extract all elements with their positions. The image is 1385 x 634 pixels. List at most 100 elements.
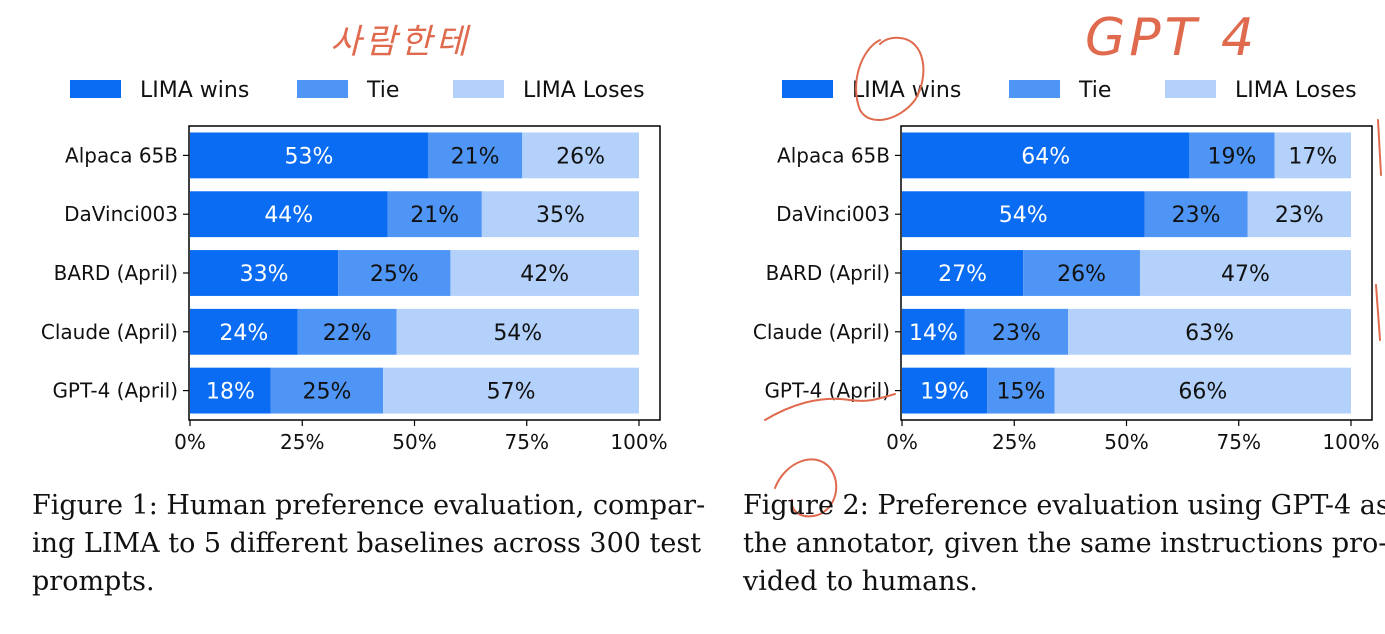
legend-swatch-loses (453, 80, 504, 98)
korean-handwritten-note: 사람한테 (330, 22, 472, 62)
legend-label-tie: Tie (1078, 78, 1111, 103)
x-tick-label: 50% (392, 430, 436, 454)
caption-line: Figure 2: Preference evaluation using GP… (743, 490, 1385, 521)
bar-tie (427, 132, 523, 179)
bar-loses (1247, 191, 1351, 238)
bar-wins (190, 191, 388, 238)
y-tick-label: GPT-4 (April) (52, 379, 178, 403)
x-tick-label: 0% (886, 430, 918, 454)
bar-wins (902, 308, 965, 355)
bar-wins (190, 250, 339, 296)
annotation-circle-figure2 (774, 458, 838, 518)
data-label-wins: 53% (285, 144, 334, 169)
y-tick-label: BARD (April) (766, 261, 890, 285)
x-tick-label: 75% (505, 430, 549, 454)
data-label-tie: 15% (997, 380, 1046, 405)
data-label-loses: 26% (556, 144, 605, 169)
bar-wins (190, 308, 298, 355)
x-tick-label: 50% (1104, 430, 1148, 454)
chart-gpt4-preference: LIMA wins Tie LIMA Loses 64% 19% 17% Alpaca 65… (753, 78, 1380, 454)
x-tick-label: 25% (280, 430, 324, 454)
data-label-wins: 18% (206, 380, 255, 405)
y-tick-label: Claude (April) (41, 320, 178, 344)
bar-tie (987, 367, 1055, 414)
bar-tie (387, 191, 482, 238)
y-tick-label: Alpaca 65B (777, 143, 890, 167)
legend-label-wins: LIMA wins (852, 78, 961, 103)
bar-tie (1189, 132, 1275, 179)
y-tick-label: DaVinci003 (776, 202, 890, 226)
data-label-loses: 54% (493, 321, 542, 346)
legend-swatch-wins (782, 80, 833, 98)
data-label-loses: 23% (1275, 203, 1324, 228)
x-tick-label: 100% (1322, 430, 1379, 454)
bar-loses (396, 308, 639, 355)
data-label-wins: 54% (999, 203, 1048, 228)
y-tick-label: DaVinci003 (64, 202, 178, 226)
data-label-wins: 64% (1021, 144, 1070, 169)
x-tick-label: 25% (992, 430, 1036, 454)
caption-line: ing LIMA to 5 different baselines across… (32, 528, 702, 559)
bar-loses (1054, 367, 1351, 414)
data-label-wins: 27% (938, 262, 987, 287)
data-label-tie: 25% (370, 262, 419, 287)
data-label-loses: 63% (1185, 321, 1234, 346)
data-label-loses: 57% (487, 380, 536, 405)
bar-loses (383, 367, 639, 414)
bar-tie (964, 308, 1069, 355)
legend-swatch-wins (70, 80, 121, 98)
y-tick-label: Claude (April) (753, 320, 890, 344)
caption-line: the annotator, given the same instructio… (743, 528, 1385, 559)
data-label-tie: 26% (1057, 262, 1106, 287)
data-label-tie: 19% (1208, 144, 1257, 169)
data-label-tie: 23% (992, 321, 1041, 346)
x-tick-label: 75% (1217, 430, 1261, 454)
bar-loses (522, 132, 639, 179)
data-label-tie: 21% (451, 144, 500, 169)
bar-wins (902, 250, 1024, 296)
data-label-loses: 17% (1288, 144, 1337, 169)
bar-tie (297, 308, 397, 355)
legend-swatch-tie (297, 80, 348, 98)
data-label-tie: 21% (410, 203, 459, 228)
data-label-wins: 14% (909, 321, 958, 346)
data-label-tie: 25% (302, 380, 351, 405)
bar-wins (902, 191, 1145, 238)
data-label-tie: 23% (1172, 203, 1221, 228)
caption-line: vided to humans. (743, 566, 979, 597)
data-label-tie: 22% (323, 321, 372, 346)
data-label-loses: 66% (1178, 380, 1227, 405)
x-tick-label: 0% (174, 430, 206, 454)
bar-wins (190, 367, 271, 414)
x-tick-label: 100% (610, 430, 667, 454)
bar-wins (902, 132, 1190, 179)
figure-1-caption: Figure 1: Human preference evaluation, c… (32, 487, 705, 601)
y-tick-label: BARD (April) (54, 261, 178, 285)
data-label-loses: 42% (520, 262, 569, 287)
data-label-wins: 19% (920, 380, 969, 405)
gpt4-handwritten-note: GPT 4 (1085, 8, 1259, 68)
annotation-mark-edge (1375, 119, 1382, 341)
bar-loses (450, 250, 639, 296)
annotation-underline-gpt4 (764, 393, 896, 421)
bar-tie (270, 367, 384, 414)
bar-loses (1139, 250, 1351, 296)
caption-line: Figure 1: Human preference evaluation, c… (32, 490, 706, 521)
y-tick-label: Alpaca 65B (65, 143, 178, 167)
bar-loses (1274, 132, 1351, 179)
data-label-wins: 24% (219, 321, 268, 346)
data-label-loses: 35% (536, 203, 585, 228)
bar-tie (1144, 191, 1248, 238)
figure-2-caption: Figure 2: Preference evaluation using GP… (743, 487, 1385, 601)
legend-label-tie: Tie (366, 78, 399, 103)
data-label-wins: 33% (240, 262, 289, 287)
chart-human-preference: LIMA wins Tie LIMA Loses 53% 21% 26% Alpaca 65… (41, 78, 668, 454)
legend-label-loses: LIMA Loses (523, 78, 645, 103)
data-label-loses: 47% (1221, 262, 1270, 287)
bar-loses (1068, 308, 1351, 355)
data-label-wins: 44% (264, 203, 313, 228)
bar-tie (1023, 250, 1140, 296)
legend-label-wins: LIMA wins (140, 78, 249, 103)
legend-swatch-tie (1009, 80, 1060, 98)
